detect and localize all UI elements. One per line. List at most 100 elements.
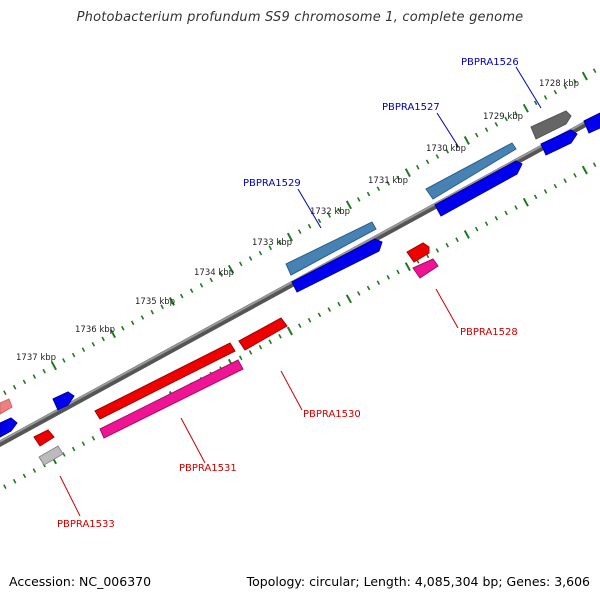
- scale-ticks-outer: [3, 68, 597, 395]
- scale-tick: [268, 339, 273, 345]
- scale-tick: [91, 436, 96, 441]
- gene-minus-pbpra1528[interactable]: [412, 258, 439, 279]
- scale-tick: [581, 165, 588, 175]
- leader-line-pbpra1527: [436, 112, 459, 147]
- scale-tick: [455, 237, 459, 243]
- scale-tick: [366, 191, 371, 197]
- scale-tick: [238, 261, 243, 267]
- scale-tick: [258, 250, 263, 256]
- scale-tick: [62, 452, 66, 457]
- scale-tick: [514, 111, 518, 116]
- scale-tick: [3, 390, 7, 395]
- scale-tick: [386, 275, 391, 280]
- gene-plus-pbpra1527b[interactable]: [434, 160, 523, 217]
- scale-tick: [533, 100, 538, 106]
- scale-tick: [62, 358, 66, 363]
- scale-tick: [219, 272, 223, 277]
- accession-text: Accession: NC_006370: [9, 574, 152, 589]
- scale-tick: [592, 162, 597, 167]
- scale-tick: [553, 183, 558, 189]
- gene-plus-pbpra1535[interactable]: [52, 391, 75, 411]
- scale-tick: [337, 207, 341, 213]
- scale-tick: [307, 317, 312, 323]
- gene-minus-pbpra1533[interactable]: [38, 445, 64, 466]
- scale-tick: [109, 329, 116, 339]
- scale-tick: [81, 441, 86, 446]
- scale-tick: [248, 350, 253, 355]
- map-title: Photobacterium profundum SS9 chromosome …: [76, 10, 524, 25]
- scale-tick: [504, 210, 508, 216]
- gene-plus-pbpra1536[interactable]: [0, 417, 18, 438]
- scale-tick: [91, 342, 96, 347]
- scale-tick: [463, 136, 470, 145]
- scale-tick: [22, 473, 27, 479]
- gene-label-pbpra1530[interactable]: PBPRA1530: [303, 409, 361, 420]
- scale-tick: [12, 384, 17, 390]
- scale-label-1731: 1731 kbp: [368, 176, 408, 186]
- scale-tick: [435, 154, 440, 159]
- scale-tick: [435, 248, 440, 253]
- gene-plus-pbpra1525[interactable]: [540, 129, 578, 156]
- gene-plus-pbpra1529[interactable]: [285, 221, 377, 276]
- scale-tick: [563, 84, 567, 90]
- scale-tick: [168, 297, 175, 306]
- scale-tick: [522, 197, 529, 207]
- scale-tick: [42, 368, 46, 374]
- scale-tick: [522, 103, 529, 113]
- scale-tick: [286, 326, 293, 336]
- scale-tick: [543, 189, 548, 194]
- scale-tick: [484, 127, 489, 132]
- leader-line-pbpra1530: [280, 370, 303, 411]
- gene-plus-pbpra1527[interactable]: [425, 142, 517, 200]
- scale-tick: [345, 294, 352, 304]
- gene-label-pbpra1531[interactable]: PBPRA1531: [179, 463, 237, 474]
- scale-tick: [474, 132, 479, 138]
- gene-label-pbpra1528[interactable]: PBPRA1528: [460, 327, 518, 338]
- scale-tick: [199, 283, 204, 288]
- scale-tick: [592, 68, 597, 73]
- gene-minus-pbpra1533a[interactable]: [33, 429, 55, 447]
- scale-ticks-inner: [3, 162, 597, 489]
- scale-tick: [227, 264, 234, 274]
- scale-tick: [248, 256, 253, 261]
- scale-tick: [455, 143, 459, 149]
- scale-tick: [71, 446, 76, 452]
- scale-tick: [337, 301, 341, 307]
- gene-plus-pbpra1526[interactable]: [530, 110, 572, 140]
- scale-tick: [445, 148, 450, 154]
- scale-tick: [317, 218, 322, 224]
- gene-label-pbpra1527[interactable]: PBPRA1527: [382, 102, 440, 113]
- gene-minus-pbpra1531a[interactable]: [94, 342, 236, 420]
- gene-label-pbpra1529[interactable]: PBPRA1529: [243, 178, 301, 189]
- scale-tick: [543, 95, 548, 100]
- scale-tick: [553, 89, 558, 95]
- scale-tick: [22, 379, 27, 385]
- scale-tick: [396, 175, 400, 181]
- gene-minus-pbpra1531[interactable]: [99, 359, 244, 439]
- scale-tick: [32, 468, 37, 473]
- scale-tick: [317, 312, 322, 318]
- scale-tick: [415, 164, 420, 170]
- gene-plus-pbpra1537[interactable]: [0, 398, 13, 415]
- scale-tick: [278, 240, 282, 245]
- scale-tick: [121, 325, 125, 331]
- scale-label-1730: 1730 kbp: [426, 144, 466, 154]
- scale-tick: [386, 181, 391, 186]
- scale-tick: [50, 361, 57, 371]
- scale-tick: [150, 309, 155, 315]
- scale-tick: [573, 173, 577, 178]
- scale-tick: [297, 229, 302, 234]
- gene-plus-pbpra1524[interactable]: [583, 112, 600, 134]
- gene-label-pbpra1526[interactable]: PBPRA1526: [461, 57, 519, 68]
- gene-minus-pbpra1528a[interactable]: [406, 242, 430, 263]
- scale-tick: [494, 122, 499, 127]
- scale-tick: [3, 484, 7, 489]
- scale-label-1733: 1733 kbp: [252, 238, 292, 248]
- scale-tick: [425, 159, 430, 165]
- scale-tick: [484, 221, 489, 226]
- gene-plus-pbpra1529b[interactable]: [291, 238, 383, 293]
- gene-minus-pbpra1530[interactable]: [238, 317, 288, 351]
- gene-label-pbpra1533[interactable]: PBPRA1533: [57, 519, 115, 530]
- scale-tick: [71, 352, 76, 358]
